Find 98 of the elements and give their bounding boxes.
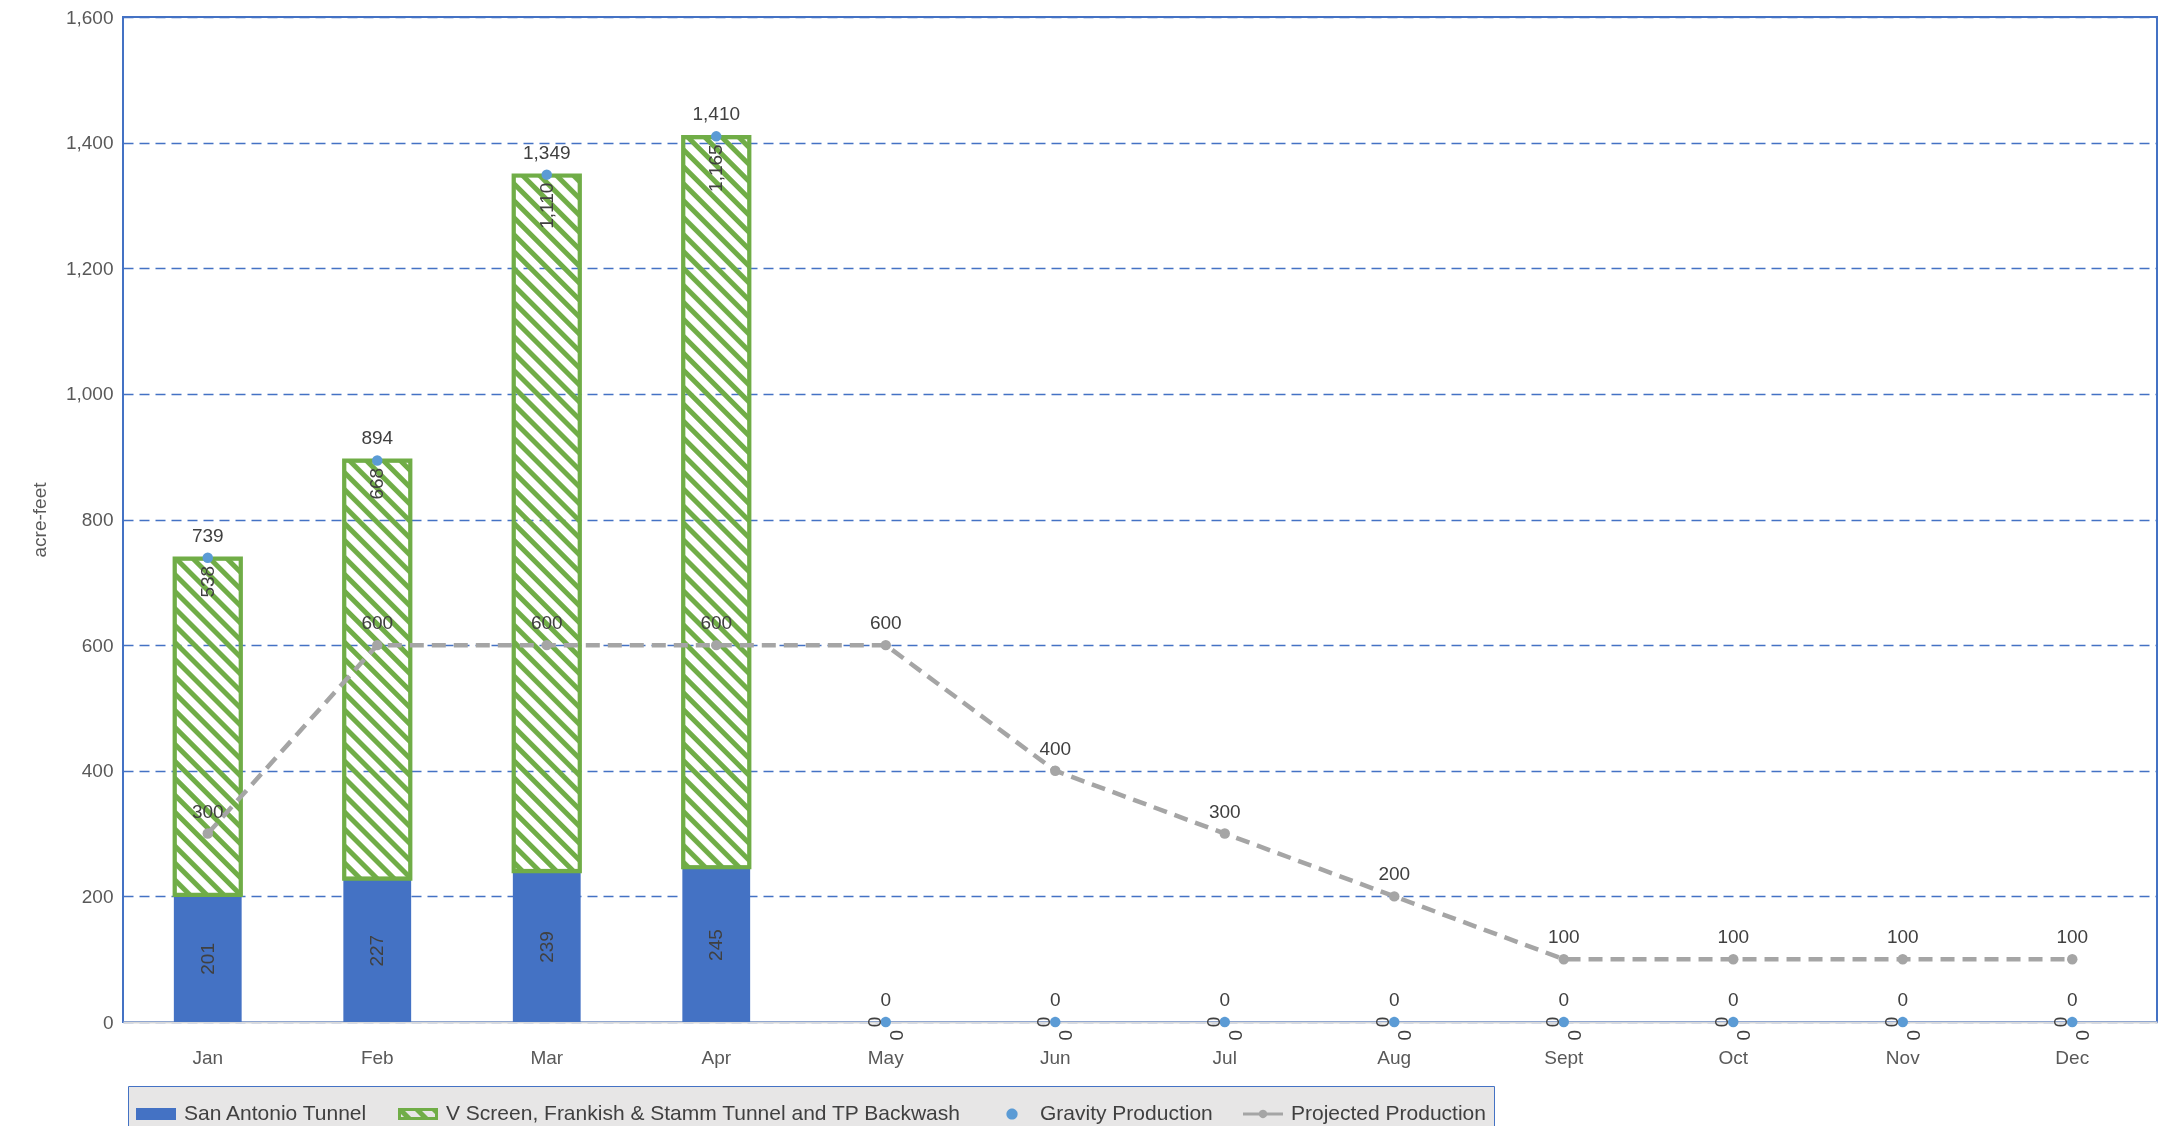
data-label: 0 [1055,1030,1077,1041]
data-label: 100 [2056,926,2089,948]
x-tick-label: Sept [1544,1046,1585,1068]
point [2067,1016,2078,1028]
data-label: 0 [2050,1016,2072,1028]
y-tick-label: 600 [81,634,114,656]
data-label: 0 [1727,989,1739,1010]
data-label: 100 [1886,926,1919,948]
data-label: 0 [1388,989,1400,1010]
data-label: 1,410 [692,103,741,125]
x-tick-label: Apr [701,1046,732,1068]
point [372,639,383,651]
data-label: 0 [2072,1030,2094,1041]
x-tick-label: May [867,1046,905,1068]
data-label: 0 [1902,1030,1924,1041]
legend-label: Gravity Production [1040,1101,1213,1124]
data-label: 739 [191,524,224,546]
point [1728,1016,1739,1028]
point [1558,1016,1569,1028]
data-label: 0 [863,1016,885,1028]
data-label: 0 [1880,1016,1902,1028]
y-tick-label: 400 [81,760,114,782]
data-label: 201 [196,943,218,975]
data-label: 1,110 [535,182,557,229]
data-label: 0 [885,1030,907,1041]
y-tick-label: 0 [102,1011,114,1033]
point [711,131,722,142]
point [1389,1016,1400,1028]
y-tick-label: 1,200 [65,257,114,279]
point [880,639,891,651]
x-tick-label: Jan [192,1046,224,1068]
data-label: 0 [1033,1016,1055,1028]
x-tick-label: Oct [1718,1046,1749,1068]
data-label: 0 [2066,989,2078,1010]
point [1558,953,1569,965]
point [1728,953,1739,965]
legend-label: San Antonio Tunnel [184,1101,367,1124]
point [541,639,552,651]
x-tick-label: Nov [1885,1046,1921,1068]
data-label: 400 [1039,737,1072,759]
x-tick-label: Feb [360,1046,394,1068]
bar [342,458,413,881]
data-label: 227 [366,934,388,967]
bar [681,135,752,870]
x-tick-label: Dec [2055,1046,2090,1068]
data-label: 1,349 [522,141,571,163]
point [1897,1016,1908,1028]
data-label: 0 [1711,1016,1733,1028]
y-tick-label: 200 [81,885,114,907]
point [541,169,552,180]
y-tick-label: 1,400 [65,132,114,154]
data-label: 100 [1717,926,1750,948]
data-label: 668 [366,467,388,500]
y-tick-label: 1,000 [65,383,114,405]
point [1389,891,1400,902]
legend-label: Projected Production [1291,1101,1486,1124]
y-tick-label: 800 [81,509,114,530]
y-axis-title: acre-feet [28,481,50,558]
point [1050,765,1061,776]
point [372,455,383,466]
data-label: 538 [196,565,218,598]
data-label: 894 [361,427,394,449]
data-label: 0 [1897,989,1909,1010]
x-tick-label: Aug [1377,1046,1412,1068]
data-label: 100 [1547,926,1580,948]
y-tick-label: 1,600 [65,6,114,28]
data-label: 0 [1563,1030,1585,1041]
data-label: 0 [1372,1016,1394,1028]
point [1219,828,1230,839]
x-tick-label: Mar [530,1046,564,1068]
point [202,828,213,839]
data-label: 0 [1224,1030,1246,1041]
data-label: 0 [1541,1016,1563,1028]
data-label: 600 [869,612,902,634]
bar [511,173,582,874]
point [202,552,213,564]
point [1050,1016,1061,1028]
point [1897,953,1908,965]
data-label: 0 [1049,989,1061,1010]
x-tick-label: Jun [1039,1046,1071,1068]
data-label: 245 [705,929,727,961]
point [711,639,722,651]
data-label: 0 [1219,989,1231,1010]
point [1219,1016,1230,1028]
data-label: 0 [1558,989,1570,1010]
legend-label: V Screen, Frankish & Stamm Tunnel and TP Backwash [446,1101,960,1124]
data-label: 300 [1208,800,1241,822]
data-label: 239 [535,931,557,963]
data-label: 0 [1733,1030,1755,1041]
x-tick-label: Jul [1212,1046,1237,1068]
data-label: 0 [880,989,892,1010]
bar [172,556,243,897]
data-label: 0 [1202,1016,1224,1028]
data-label: 1,165 [705,144,727,192]
data-label: 200 [1378,863,1411,885]
point [2067,953,2078,965]
point [880,1016,891,1028]
data-label: 0 [1394,1030,1416,1041]
